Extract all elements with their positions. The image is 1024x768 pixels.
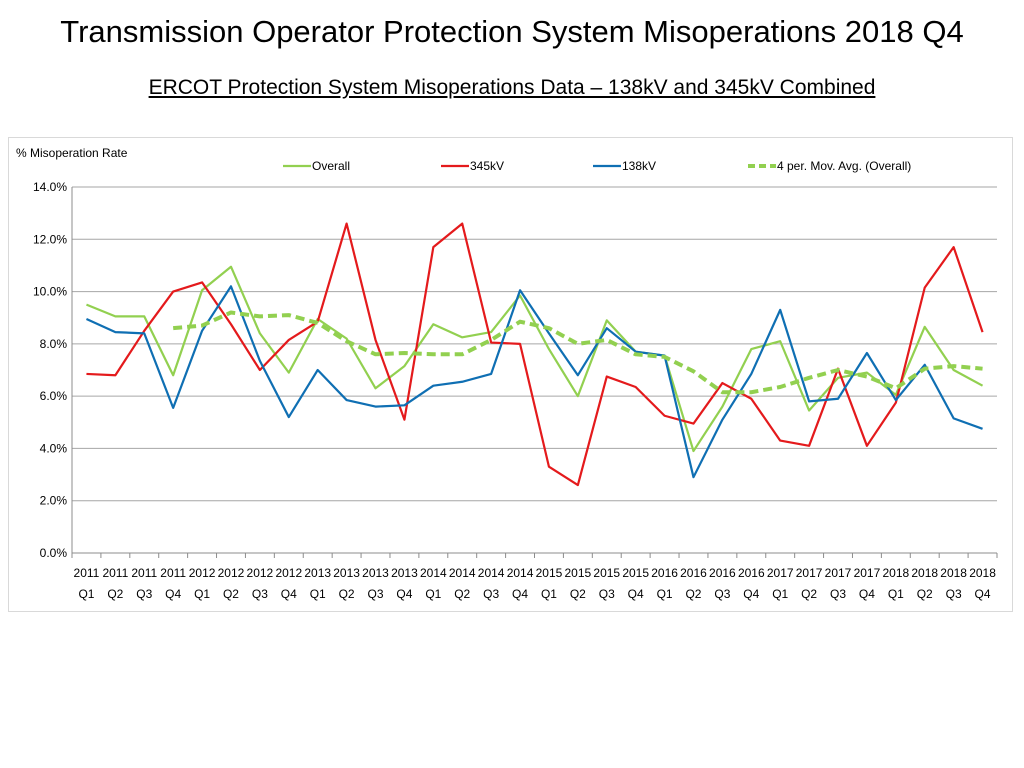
x-tick-label-year: 2014	[420, 566, 447, 580]
x-tick-labels: 2011 Q1 2011 Q2 2011 Q3 2011 Q4 2012 Q1 2012 Q2 2012…	[74, 566, 997, 601]
x-tick-label-quarter: Q2	[801, 587, 817, 601]
x-tick-label-year: 2018	[882, 566, 909, 580]
x-tick-label-quarter: Q1	[888, 587, 904, 601]
x-tick-label-year: 2017	[767, 566, 794, 580]
x-tick-label-quarter: Q4	[743, 587, 759, 601]
x-tick-label-quarter: Q2	[339, 587, 355, 601]
x-tick-label-quarter: Q4	[859, 587, 875, 601]
legend: Overall 345kV 138kV 4 per. Mov. Avg. (Overa…	[283, 159, 911, 173]
x-tick-label-year: 2014	[449, 566, 476, 580]
x-tick-label-year: 2013	[304, 566, 331, 580]
x-tick-label-year: 2011	[74, 566, 100, 580]
x-tick-label-year: 2013	[362, 566, 389, 580]
x-tick-label-year: 2012	[247, 566, 274, 580]
x-tick-label-quarter: Q4	[396, 587, 412, 601]
x-tick-label-year: 2017	[825, 566, 852, 580]
legend-label: Overall	[312, 159, 350, 173]
x-tick-label-year: 2016	[738, 566, 765, 580]
series-lines	[85, 222, 984, 487]
x-tick-label-year: 2015	[536, 566, 563, 580]
x-tick-label-year: 2016	[680, 566, 707, 580]
x-tick-label-year: 2015	[565, 566, 592, 580]
x-tick-label-quarter: Q4	[628, 587, 644, 601]
y-tick-label: 12.0%	[33, 232, 67, 246]
legend-label: 4 per. Mov. Avg. (Overall)	[777, 159, 911, 173]
x-tick-label-quarter: Q3	[830, 587, 846, 601]
x-tick-label-quarter: Q1	[425, 587, 441, 601]
x-tick-label-year: 2015	[593, 566, 620, 580]
y-axis-label: % Misoperation Rate	[16, 146, 128, 160]
x-tick-label-year: 2014	[478, 566, 505, 580]
x-tick-label-quarter: Q2	[685, 587, 701, 601]
x-tick-label-quarter: Q3	[483, 587, 499, 601]
x-tick-label-year: 2018	[969, 566, 996, 580]
x-tick-label-quarter: Q2	[107, 587, 123, 601]
series-line-138kv	[85, 285, 983, 479]
series-line-overall	[86, 265, 984, 453]
x-tick-label-year: 2011	[160, 566, 186, 580]
x-tick-label-year: 2018	[911, 566, 938, 580]
x-tick-label-quarter: Q2	[223, 587, 239, 601]
x-tick-label-quarter: Q4	[975, 587, 991, 601]
x-tick-label-year: 2012	[218, 566, 245, 580]
x-tick-label-quarter: Q1	[772, 587, 788, 601]
x-tick-label-quarter: Q1	[78, 587, 94, 601]
y-tick-labels: 0.0% 2.0% 4.0% 6.0% 8.0% 10.0% 12.0% 14.0%	[33, 180, 67, 560]
x-tick-label-year: 2016	[709, 566, 736, 580]
x-tick-label-year: 2013	[333, 566, 360, 580]
y-tick-label: 8.0%	[40, 337, 68, 351]
x-tick-label-quarter: Q1	[310, 587, 326, 601]
legend-label: 345kV	[470, 159, 504, 173]
x-tick-label-quarter: Q3	[252, 587, 268, 601]
x-tick-label-year: 2011	[131, 566, 157, 580]
x-tick-label-year: 2013	[391, 566, 418, 580]
page-subtitle: ERCOT Protection System Misoperations Da…	[148, 76, 876, 99]
x-tick-label-quarter: Q3	[368, 587, 384, 601]
gridlines	[71, 186, 998, 558]
series-line-4-per-mov-avg-overall	[172, 310, 983, 395]
x-tick-label-year: 2018	[940, 566, 967, 580]
x-tick-label-quarter: Q2	[917, 587, 933, 601]
x-tick-label-quarter: Q2	[570, 587, 586, 601]
x-tick-label-year: 2011	[102, 566, 128, 580]
y-tick-label: 4.0%	[40, 441, 68, 455]
x-tick-label-year: 2015	[622, 566, 649, 580]
x-tick-label-year: 2017	[854, 566, 881, 580]
series-line-345kv	[86, 222, 984, 487]
x-tick-label-quarter: Q1	[194, 587, 210, 601]
x-tick-label-year: 2012	[275, 566, 302, 580]
y-tick-label: 6.0%	[40, 389, 68, 403]
x-tick-label-quarter: Q3	[136, 587, 152, 601]
x-tick-label-quarter: Q4	[281, 587, 297, 601]
x-tick-label-quarter: Q1	[657, 587, 673, 601]
x-tick-label-year: 2017	[796, 566, 823, 580]
x-tick-label-year: 2016	[651, 566, 678, 580]
x-tick-label-quarter: Q4	[512, 587, 528, 601]
x-tick-label-year: 2012	[189, 566, 216, 580]
x-tick-label-quarter: Q4	[165, 587, 181, 601]
x-tick-label-year: 2014	[507, 566, 534, 580]
y-tick-label: 10.0%	[33, 285, 67, 299]
legend-label: 138kV	[622, 159, 656, 173]
x-tick-label-quarter: Q3	[946, 587, 962, 601]
x-tick-label-quarter: Q3	[714, 587, 730, 601]
y-tick-label: 14.0%	[33, 180, 67, 194]
x-tick-label-quarter: Q3	[599, 587, 615, 601]
chart-frame	[8, 137, 1013, 612]
y-tick-label: 0.0%	[40, 546, 68, 560]
x-tick-label-quarter: Q2	[454, 587, 470, 601]
page-title: Transmission Operator Protection System …	[60, 14, 964, 49]
y-tick-label: 2.0%	[40, 494, 68, 508]
x-tick-label-quarter: Q1	[541, 587, 557, 601]
